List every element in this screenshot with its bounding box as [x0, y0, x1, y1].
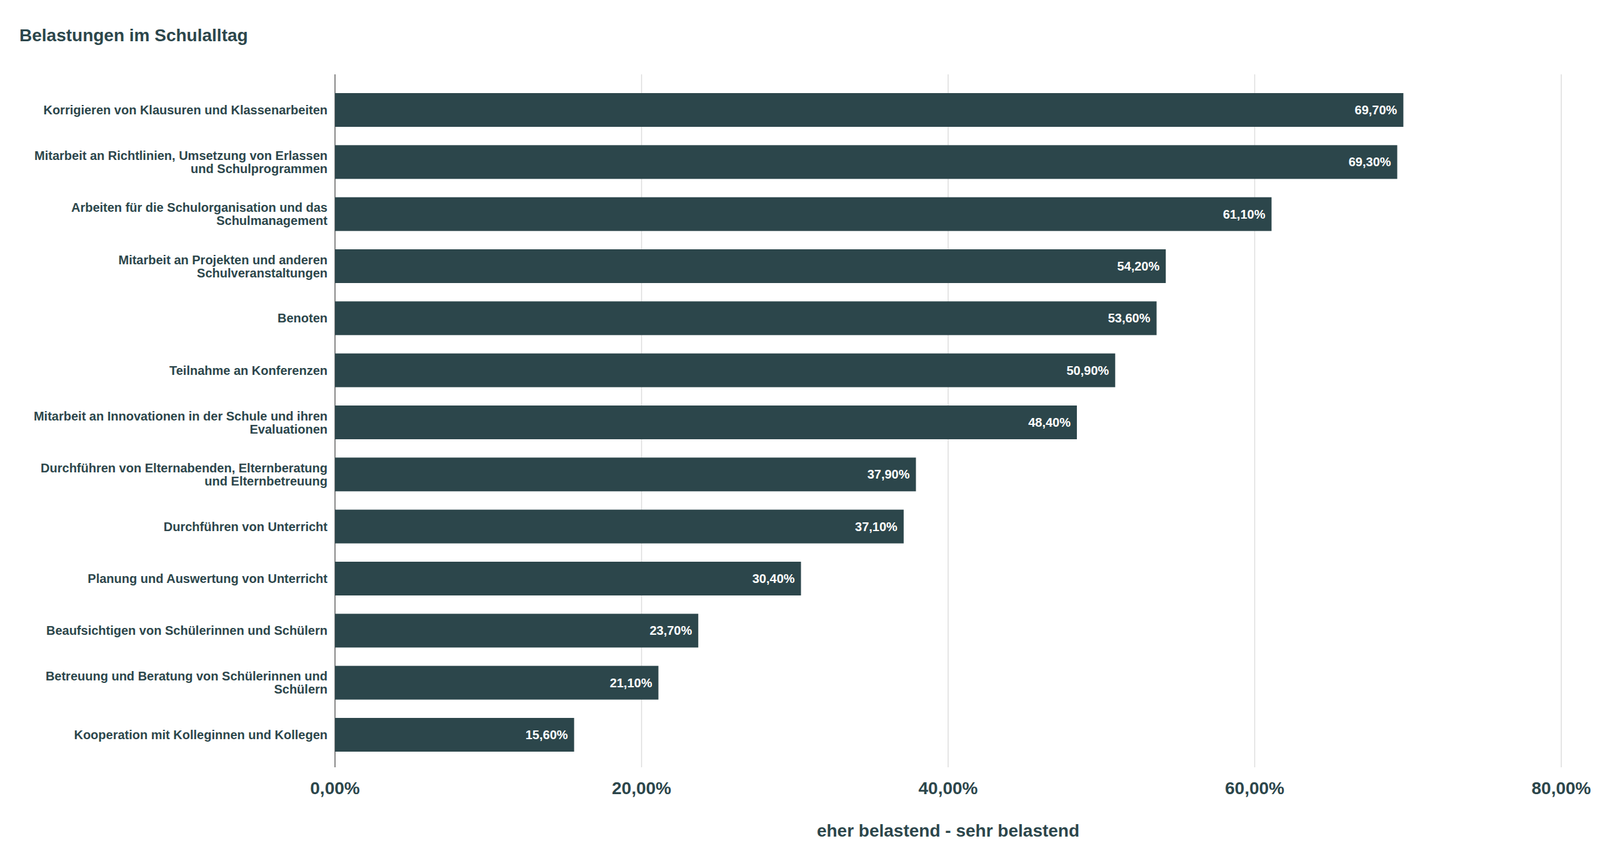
bar — [335, 718, 575, 752]
category-label: Betreuung und Beratung von Schülerinnen … — [45, 669, 328, 697]
data-label: 69,30% — [1348, 155, 1392, 169]
category-line: Schulveranstaltungen — [196, 266, 328, 280]
tick-label: 80,00% — [1531, 778, 1592, 799]
bar — [335, 301, 1157, 335]
data-label: 61,10% — [1223, 207, 1266, 222]
bar — [335, 249, 1166, 284]
category-line: Teilnahme an Konferenzen — [169, 363, 328, 378]
category-line: Beaufsichtigen von Schülerinnen und Schü… — [46, 623, 328, 638]
category-line: Mitarbeit an Projekten und anderen — [118, 253, 328, 267]
category-label: Benoten — [277, 311, 328, 325]
tick-label: 0,00% — [310, 778, 360, 799]
category-line: Benoten — [277, 311, 328, 325]
data-label: 21,10% — [610, 676, 653, 690]
category-line: Schülern — [273, 682, 328, 697]
category-line: Durchführen von Unterricht — [163, 520, 329, 534]
category-label: Mitarbeit an Innovationen in der Schule … — [33, 409, 328, 437]
data-label: 53,60% — [1108, 311, 1151, 325]
category-label: Mitarbeit an Richtlinien, Umsetzung von … — [34, 148, 328, 176]
data-label: 69,70% — [1355, 103, 1398, 117]
title: Belastungen im Schulalltag — [19, 25, 249, 45]
category-label: Korrigieren von Klausuren und Klassenarb… — [43, 103, 328, 117]
category-line: Evaluationen — [250, 422, 328, 437]
bars — [335, 93, 1404, 752]
bar — [335, 405, 1077, 440]
category-line: Planung und Auswertung von Unterricht — [87, 571, 328, 586]
category-label: Beaufsichtigen von Schülerinnen und Schü… — [46, 623, 328, 638]
bar — [335, 666, 659, 700]
category-line: Schulmanagement — [216, 213, 328, 228]
category-line: und Schulprogrammen — [190, 161, 328, 176]
category-line: Korrigieren von Klausuren und Klassenarb… — [43, 103, 328, 117]
category-line: Durchführen von Elternabenden, Elternber… — [40, 461, 328, 475]
data-label: 37,10% — [855, 520, 898, 534]
category-label: Arbeiten für die Schulorganisation und d… — [71, 200, 328, 228]
tick-label: 60,00% — [1225, 778, 1285, 799]
bar — [335, 510, 904, 544]
data-label: 37,90% — [867, 467, 910, 482]
bar — [335, 457, 916, 492]
data-label: 50,90% — [1066, 363, 1109, 378]
category-line: und Elternbetreuung — [204, 474, 328, 489]
grid-line — [1560, 74, 1562, 768]
category-label: Durchführen von Elternabenden, Elternber… — [40, 461, 328, 489]
bar — [335, 145, 1398, 179]
category-label: Durchführen von Unterricht — [163, 520, 329, 534]
category-line: Betreuung und Beratung von Schülerinnen … — [45, 669, 328, 684]
tick-label: 20,00% — [611, 778, 672, 799]
chart: Belastungen im Schulalltag 0,00% 20,00% 40,… — [0, 0, 1600, 866]
category-label: Teilnahme an Konferenzen — [169, 363, 328, 378]
category-line: Mitarbeit an Richtlinien, Umsetzung von … — [34, 148, 328, 163]
category-label: Kooperation mit Kolleginnen und Kollegen — [73, 728, 328, 742]
category-label: Mitarbeit an Projekten und anderenSchulv… — [118, 253, 328, 280]
bar — [335, 353, 1115, 388]
tick-label: 40,00% — [918, 778, 979, 799]
axis-title: eher belastend - sehr belastend — [816, 821, 1080, 841]
category-line: Arbeiten für die Schulorganisation und d… — [71, 200, 328, 215]
bar — [335, 613, 699, 648]
data-label: 54,20% — [1116, 259, 1160, 274]
bar — [335, 561, 802, 596]
data-label: 48,40% — [1028, 415, 1071, 430]
data-label: 23,70% — [649, 623, 692, 638]
bar — [335, 93, 1404, 127]
data-label: 15,60% — [525, 728, 569, 742]
category-label: Planung und Auswertung von Unterricht — [87, 571, 328, 586]
category-line: Kooperation mit Kolleginnen und Kollegen — [73, 728, 328, 742]
bar — [335, 197, 1272, 232]
data-label: 30,40% — [752, 571, 795, 586]
category-line: Mitarbeit an Innovationen in der Schule … — [33, 409, 328, 424]
